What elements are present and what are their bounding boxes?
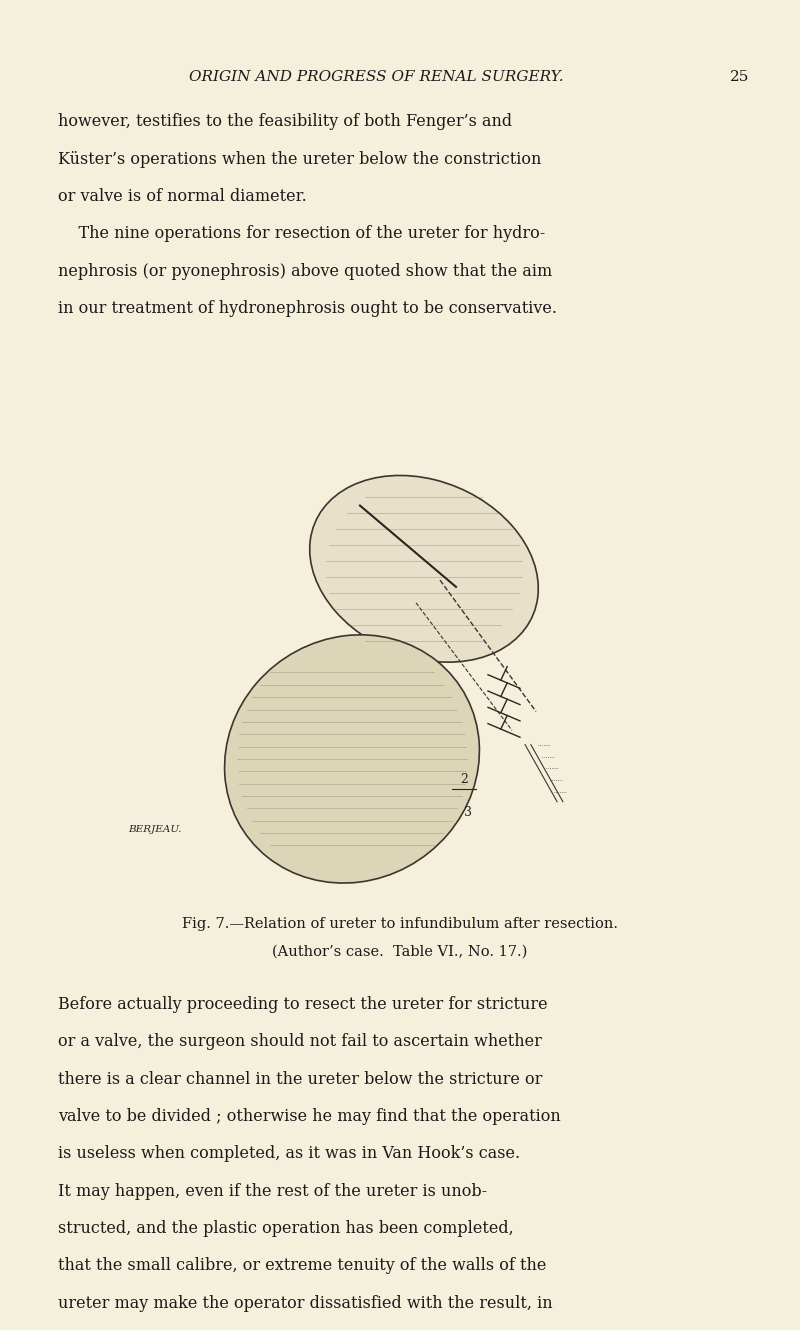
Ellipse shape — [225, 634, 479, 883]
Text: It may happen, even if the rest of the ureter is unob-: It may happen, even if the rest of the u… — [58, 1182, 487, 1200]
Text: Küster’s operations when the ureter below the constriction: Küster’s operations when the ureter belo… — [58, 150, 542, 168]
Text: that the small calibre, or extreme tenuity of the walls of the: that the small calibre, or extreme tenui… — [58, 1257, 546, 1274]
Text: structed, and the plastic operation has been completed,: structed, and the plastic operation has … — [58, 1220, 514, 1237]
Text: however, testifies to the feasibility of both Fenger’s and: however, testifies to the feasibility of… — [58, 113, 513, 130]
Text: or valve is of normal diameter.: or valve is of normal diameter. — [58, 188, 307, 205]
Text: 25: 25 — [730, 70, 750, 84]
Text: or a valve, the surgeon should not fail to ascertain whether: or a valve, the surgeon should not fail … — [58, 1033, 542, 1051]
Text: The nine operations for resection of the ureter for hydro-: The nine operations for resection of the… — [58, 225, 546, 242]
Text: valve to be divided ; otherwise he may find that the operation: valve to be divided ; otherwise he may f… — [58, 1108, 561, 1125]
Text: there is a clear channel in the ureter below the stricture or: there is a clear channel in the ureter b… — [58, 1071, 542, 1088]
Text: (Author’s case.  Table VI., No. 17.): (Author’s case. Table VI., No. 17.) — [272, 946, 528, 959]
Text: 2: 2 — [460, 773, 468, 786]
Ellipse shape — [310, 475, 538, 662]
Text: in our treatment of hydronephrosis ought to be conservative.: in our treatment of hydronephrosis ought… — [58, 299, 558, 317]
Bar — [96, 436, 704, 911]
Text: Fig. 7.—Relation of ureter to infundibulum after resection.: Fig. 7.—Relation of ureter to infundibul… — [182, 916, 618, 931]
Text: ureter may make the operator dissatisfied with the result, in: ureter may make the operator dissatisfie… — [58, 1294, 553, 1311]
Text: BERJEAU.: BERJEAU. — [128, 826, 182, 834]
Text: Before actually proceeding to resect the ureter for stricture: Before actually proceeding to resect the… — [58, 996, 548, 1013]
Text: is useless when completed, as it was in Van Hook’s case.: is useless when completed, as it was in … — [58, 1145, 521, 1162]
Text: nephrosis (or pyonephrosis) above quoted show that the aim: nephrosis (or pyonephrosis) above quoted… — [58, 262, 553, 279]
Text: 3: 3 — [464, 806, 472, 819]
Text: ORIGIN AND PROGRESS OF RENAL SURGERY.: ORIGIN AND PROGRESS OF RENAL SURGERY. — [189, 70, 563, 84]
